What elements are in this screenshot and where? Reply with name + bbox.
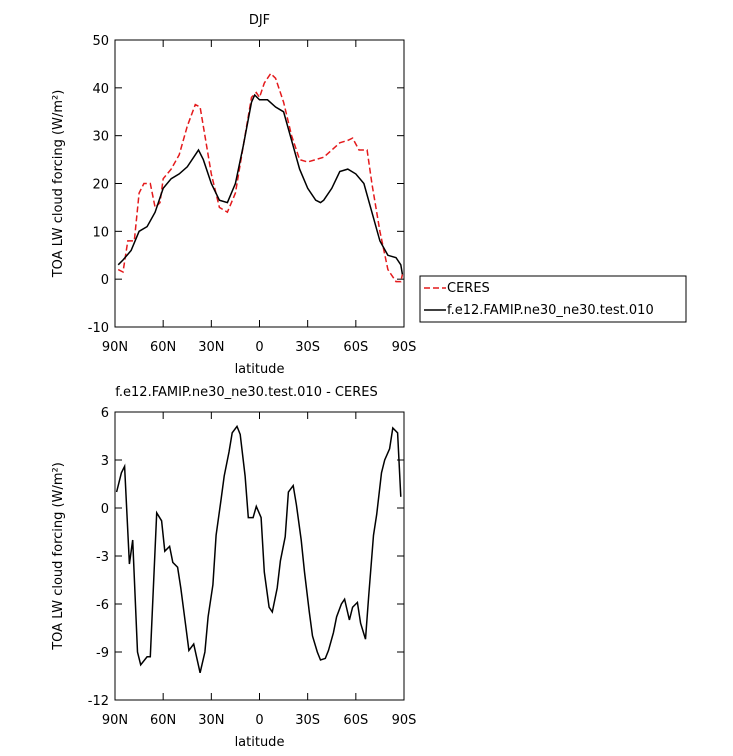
y-axis-label: TOA LW cloud forcing (W/m²) — [51, 462, 66, 651]
x-tick-label: 90N — [102, 340, 128, 355]
x-tick-label: 30S — [295, 713, 320, 728]
x-tick-label: 60N — [150, 340, 176, 355]
data-line — [115, 424, 402, 673]
x-tick-label: 60N — [150, 713, 176, 728]
x-tick-label: 90S — [392, 713, 417, 728]
x-tick-label: 90N — [102, 713, 128, 728]
y-tick-label: 30 — [92, 130, 109, 145]
y-tick-label: -10 — [88, 321, 109, 336]
legend-box — [419, 275, 687, 323]
x-tick-label: 30N — [198, 340, 224, 355]
x-tick-label: 30S — [295, 340, 320, 355]
y-tick-label: 10 — [92, 225, 109, 240]
legend-label: f.e12.FAMIP.ne30_ne30.test.010 — [447, 303, 654, 318]
plot-frame — [114, 39, 405, 328]
plot-frame — [114, 411, 405, 701]
y-tick-label: -3 — [96, 550, 109, 565]
x-axis-label: latitude — [235, 362, 285, 377]
x-tick-label: 0 — [255, 713, 263, 728]
x-axis-label: latitude — [235, 735, 285, 750]
data-line — [117, 93, 404, 275]
legend-label: CERES — [447, 281, 490, 296]
y-tick-label: -6 — [96, 598, 109, 613]
y-tick-label: -12 — [88, 694, 109, 709]
y-tick-label: 20 — [92, 178, 109, 193]
chart-title: DJF — [249, 13, 270, 28]
chart-title: f.e12.FAMIP.ne30_ne30.test.010 - CERES — [115, 385, 377, 400]
y-tick-label: 3 — [101, 454, 109, 469]
y-axis-label: TOA LW cloud forcing (W/m²) — [51, 90, 66, 279]
x-tick-label: 90S — [392, 340, 417, 355]
x-tick-label: 0 — [255, 340, 263, 355]
x-tick-label: 30N — [198, 713, 224, 728]
x-tick-label: 60S — [343, 713, 368, 728]
y-tick-label: 50 — [92, 34, 109, 49]
y-tick-label: 6 — [101, 406, 109, 421]
x-tick-label: 60S — [343, 340, 368, 355]
y-tick-label: 0 — [101, 273, 109, 288]
y-tick-label: 0 — [101, 502, 109, 517]
y-tick-label: -9 — [96, 646, 109, 661]
y-tick-label: 40 — [92, 82, 109, 97]
